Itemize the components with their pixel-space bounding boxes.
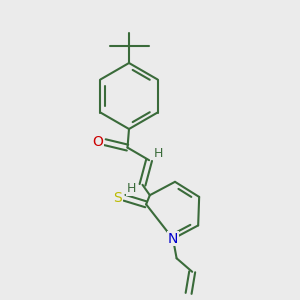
Text: S: S [113, 191, 122, 205]
Text: O: O [92, 135, 103, 149]
Text: N: N [168, 232, 178, 246]
Text: H: H [126, 182, 136, 195]
Text: H: H [154, 147, 164, 160]
